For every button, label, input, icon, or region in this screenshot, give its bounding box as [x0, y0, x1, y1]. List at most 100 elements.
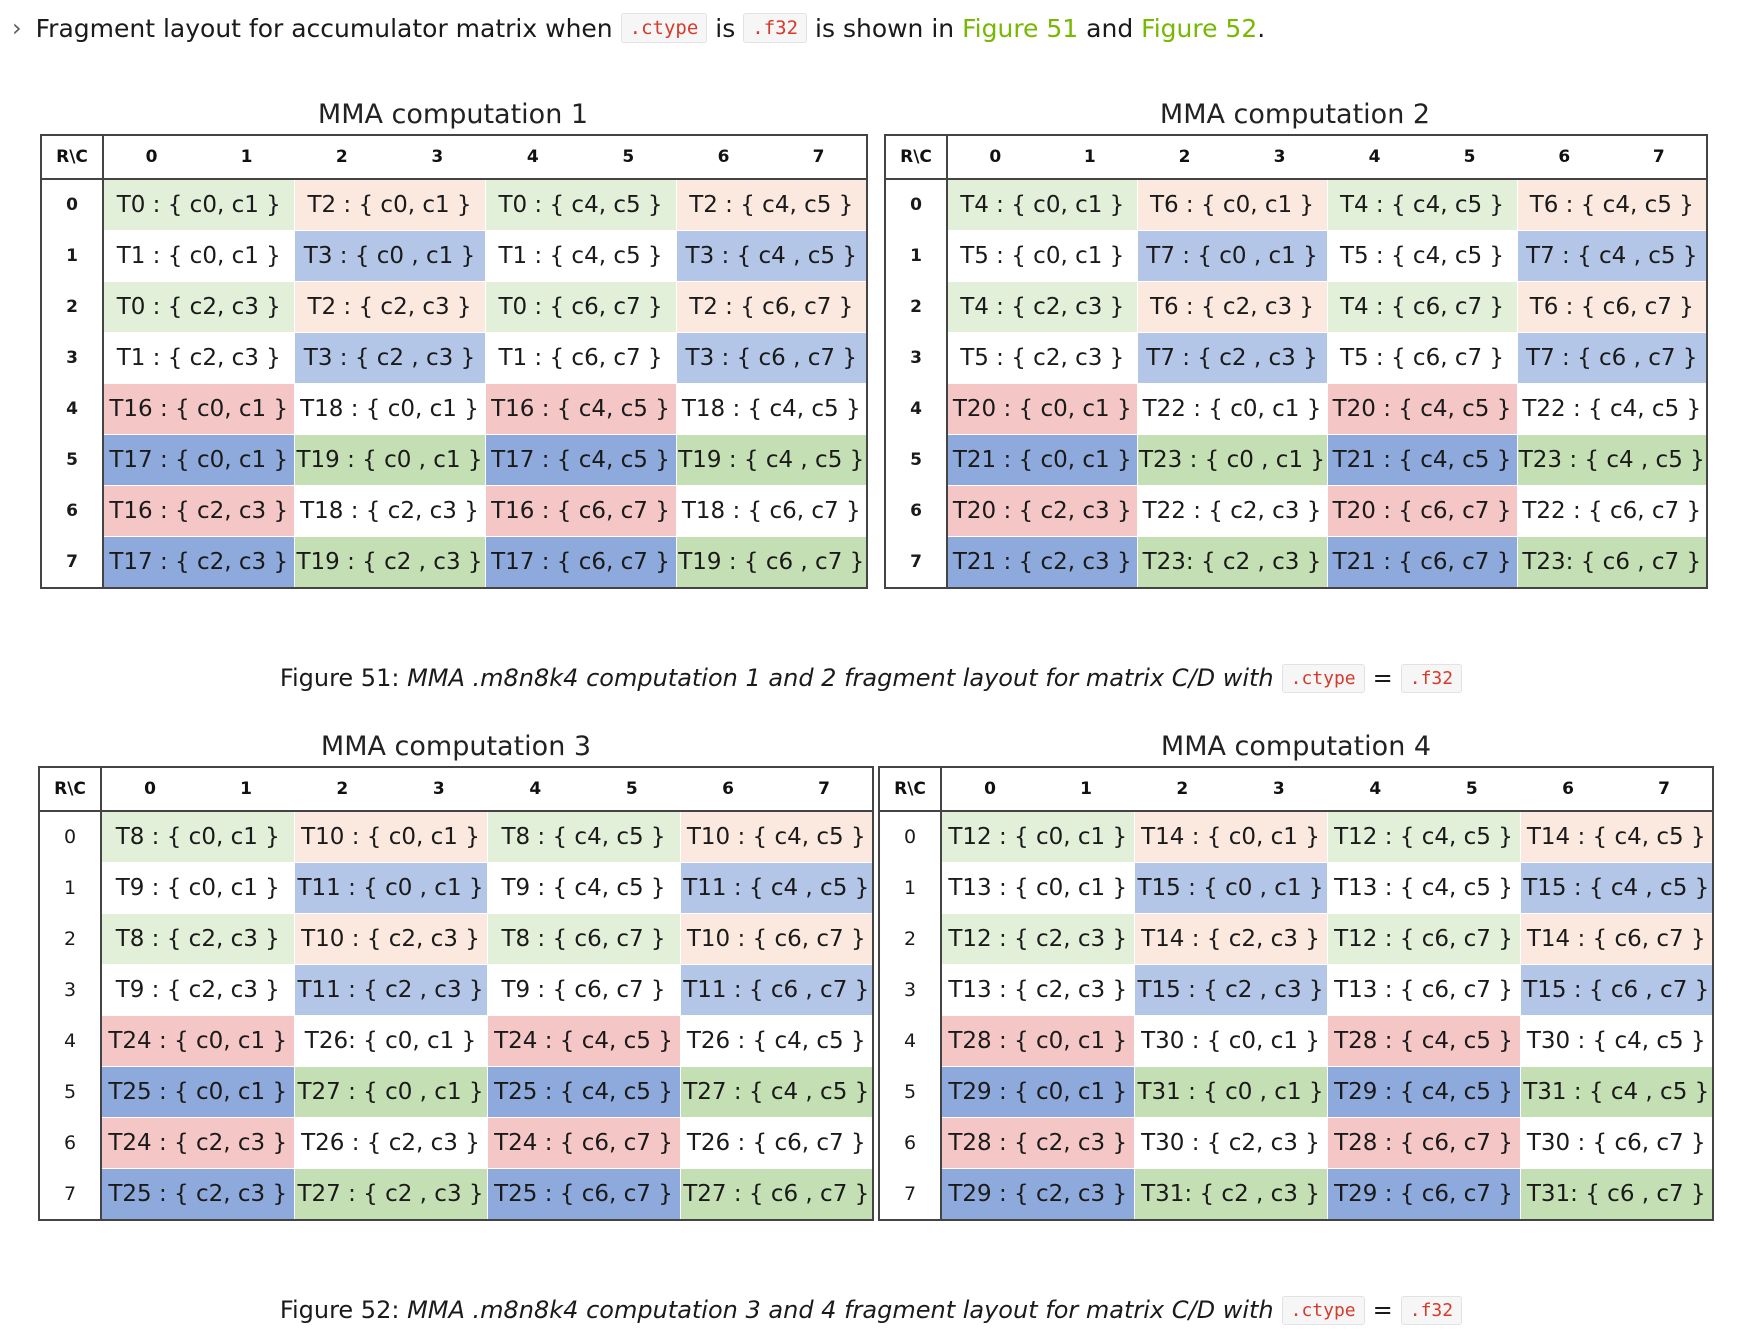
fragment-cell: T4 : { c4, c5 }: [1327, 179, 1518, 231]
fragment-cell: T28 : { c0, c1 }: [941, 1015, 1135, 1067]
fragment-cell: T9 : { c6, c7 }: [487, 964, 681, 1016]
row-header: 7: [41, 536, 104, 589]
fragment-cell: T18 : { c6, c7 }: [676, 485, 868, 537]
row-header: 5: [41, 434, 104, 486]
fragment-cell: T6 : { c2, c3 }: [1137, 281, 1328, 333]
mma-panel-2: MMA computation 2 R\C 0 1 2 3 4 5 6 7 0 T4 : { c0,…: [884, 94, 1708, 589]
row-header: 6: [885, 485, 948, 537]
fragment-cell: T17 : { c2, c3 }: [103, 536, 295, 589]
chevron-right-icon: ›: [12, 14, 22, 42]
row-header: 3: [885, 332, 948, 384]
table-row: 2 T12 : { c2, c3 } T14 : { c2, c3 } T12 : {…: [879, 913, 1714, 965]
fragment-cell: T6 : { c6, c7 }: [1517, 281, 1708, 333]
fragment-cell: T3 : { c2 , c3 }: [294, 332, 486, 384]
fragment-cell: T29 : { c4, c5 }: [1327, 1066, 1521, 1118]
fragment-cell: T10 : { c6, c7 }: [680, 913, 874, 965]
fragment-cell: T11 : { c4 , c5 }: [680, 862, 874, 914]
fragment-cell: T3 : { c4 , c5 }: [676, 230, 868, 282]
column-header: 4: [529, 779, 542, 799]
fragment-cell: T28 : { c4, c5 }: [1327, 1015, 1521, 1067]
row-header: 3: [879, 964, 942, 1016]
table-row: 3 T1 : { c2, c3 } T3 : { c2 , c3 } T1 : { c…: [41, 332, 868, 384]
table-row: 1 T9 : { c0, c1 } T11 : { c0 , c1 } T9 : { …: [39, 862, 874, 914]
row-header: 0: [39, 811, 102, 863]
row-header: 2: [41, 281, 104, 333]
fragment-cell: T18 : { c0, c1 }: [294, 383, 486, 435]
column-header: 0: [989, 147, 1002, 167]
fragment-cell: T7 : { c6 , c7 }: [1517, 332, 1708, 384]
fragment-cell: T19 : { c6 , c7 }: [676, 536, 868, 589]
inline-code: .f32: [743, 13, 808, 43]
caption-text: MMA .m8n8k4 computation 1 and 2 fragment…: [407, 664, 1274, 692]
column-header: 3: [432, 779, 445, 799]
fragment-cell: T26 : { c6, c7 }: [680, 1117, 874, 1169]
row-header: 1: [885, 230, 948, 282]
fragment-cell: T6 : { c4, c5 }: [1517, 179, 1708, 231]
fragment-cell: T24 : { c6, c7 }: [487, 1117, 681, 1169]
fragment-cell: T8 : { c0, c1 }: [101, 811, 295, 863]
inline-code: .ctype: [1281, 663, 1365, 693]
row-header: 4: [39, 1015, 102, 1067]
caption-eq: =: [1372, 1296, 1393, 1324]
intro-paragraph: › Fragment layout for accumulator matrix…: [12, 8, 1265, 48]
table-row: 5 T17 : { c0, c1 } T19 : { c0 , c1 } T17 : …: [41, 434, 868, 486]
table-row: 3 T5 : { c2, c3 } T7 : { c2 , c3 } T5 : { c…: [885, 332, 1708, 384]
mma-panel-1: MMA computation 1 R\C 0 1 2 3 4 5 6 7 0 T0 : { c0,…: [40, 94, 868, 589]
fragment-cell: T11 : { c0 , c1 }: [294, 862, 488, 914]
row-header: 0: [879, 811, 942, 863]
column-header: 2: [335, 147, 348, 167]
fragment-cell: T9 : { c0, c1 }: [101, 862, 295, 914]
panel-title: MMA computation 3: [320, 730, 592, 762]
column-header: 6: [1558, 147, 1571, 167]
figure-51-link[interactable]: Figure 51: [962, 13, 1079, 43]
table-row: 5 T21 : { c0, c1 } T23 : { c0 , c1 } T21 : …: [885, 434, 1708, 486]
fragment-cell: T9 : { c4, c5 }: [487, 862, 681, 914]
fragment-cell: T16 : { c0, c1 }: [103, 383, 295, 435]
table-row: 0 T0 : { c0, c1 } T2 : { c0, c1 } T0 : { c4…: [41, 179, 868, 231]
fragment-cell: T1 : { c2, c3 }: [103, 332, 295, 384]
fragment-cell: T27 : { c6 , c7 }: [680, 1168, 874, 1221]
fragment-cell: T13 : { c0, c1 }: [941, 862, 1135, 914]
fragment-cell: T25 : { c6, c7 }: [487, 1168, 681, 1221]
fragment-cell: T15 : { c6 , c7 }: [1520, 964, 1714, 1016]
row-header: 4: [885, 383, 948, 435]
column-header: 5: [625, 779, 638, 799]
fragment-cell: T25 : { c4, c5 }: [487, 1066, 681, 1118]
table-row: 4 T20 : { c0, c1 } T22 : { c0, c1 } T20 : {…: [885, 383, 1708, 435]
row-header: 5: [39, 1066, 102, 1118]
corner-label: R\C: [879, 767, 942, 812]
fragment-cell: T25 : { c2, c3 }: [101, 1168, 295, 1221]
fragment-cell: T4 : { c6, c7 }: [1327, 281, 1518, 333]
fragment-cell: T0 : { c4, c5 }: [485, 179, 677, 231]
fragment-cell: T14 : { c4, c5 }: [1520, 811, 1714, 863]
fragment-cell: T15 : { c0 , c1 }: [1134, 862, 1328, 914]
fragment-cell: T15 : { c4 , c5 }: [1520, 862, 1714, 914]
column-header: 3: [1272, 779, 1285, 799]
panel-title: MMA computation 1: [317, 98, 589, 130]
fragment-cell: T2 : { c6, c7 }: [676, 281, 868, 333]
fragment-table: R\C 0 1 2 3 4 5 6 7 0 T12 : { c0, c1 } T14 : { c0, …: [878, 766, 1714, 1221]
intro-text: is shown in: [815, 13, 955, 43]
fragment-cell: T1 : { c0, c1 }: [103, 230, 295, 282]
figure-52-caption: Figure 52: MMA .m8n8k4 computation 3 and…: [0, 1288, 1750, 1332]
fragment-cell: T13 : { c4, c5 }: [1327, 862, 1521, 914]
fragment-cell: T11 : { c6 , c7 }: [680, 964, 874, 1016]
fragment-cell: T8 : { c2, c3 }: [101, 913, 295, 965]
column-header: 7: [1652, 147, 1665, 167]
fragment-cell: T17 : { c4, c5 }: [485, 434, 677, 486]
figure-52-link[interactable]: Figure 52: [1141, 13, 1258, 43]
fragment-cell: T26: { c0, c1 }: [294, 1015, 488, 1067]
fragment-cell: T0 : { c6, c7 }: [485, 281, 677, 333]
fragment-table: R\C 0 1 2 3 4 5 6 7 0 T0 : { c0, c1 } T2 : { c0, c1…: [40, 134, 868, 589]
column-header: 4: [1369, 779, 1382, 799]
fragment-cell: T5 : { c4, c5 }: [1327, 230, 1518, 282]
column-header: 6: [717, 147, 730, 167]
table-row: 4 T24 : { c0, c1 } T26: { c0, c1 } T24 : { …: [39, 1015, 874, 1067]
table-row: 0 T8 : { c0, c1 } T10 : { c0, c1 } T8 : { c…: [39, 811, 874, 863]
